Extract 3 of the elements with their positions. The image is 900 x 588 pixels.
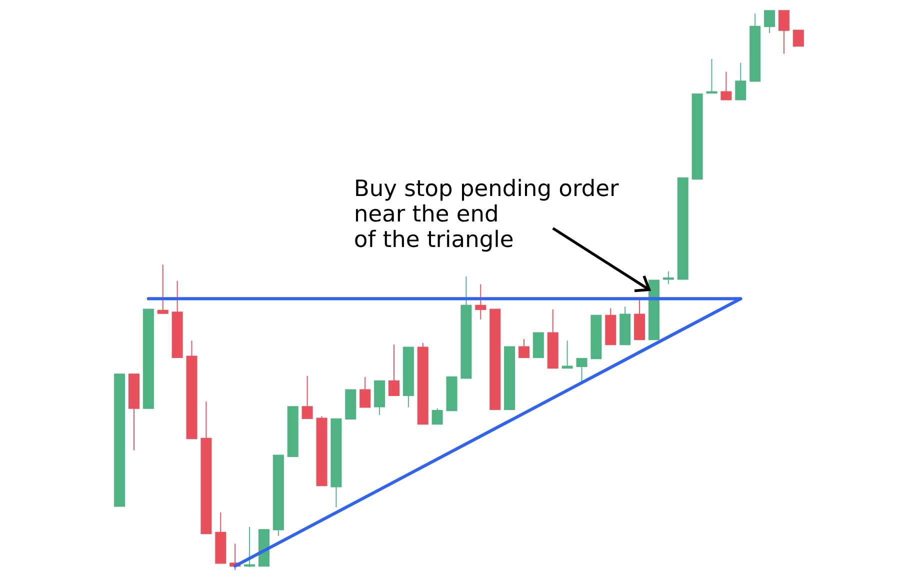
annotation: of the triangle <box>355 230 513 252</box>
annotation: near the end <box>356 204 497 222</box>
annotation: Buy stop pending order <box>356 179 619 201</box>
